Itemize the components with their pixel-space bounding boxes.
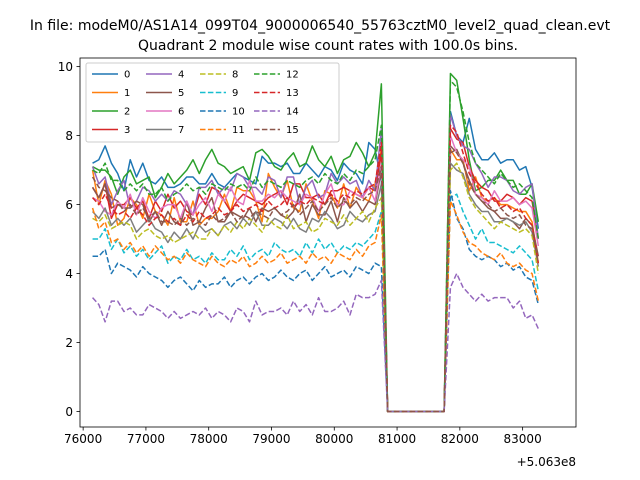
- series-line-6: [92, 134, 540, 413]
- legend-label-12: 12: [286, 70, 299, 81]
- series-line-15: [91, 145, 540, 413]
- x-tick-label: 81000: [378, 432, 416, 446]
- legend-label-6: 6: [178, 107, 184, 118]
- series-line-13: [92, 124, 540, 413]
- legend-label-11: 11: [232, 125, 245, 136]
- series-line-9: [92, 193, 540, 413]
- legend-label-9: 9: [232, 88, 238, 99]
- legend-label-8: 8: [232, 70, 238, 81]
- figure-suptitle: In file: modeM0/AS1A14_099T04_9000006540…: [30, 18, 611, 34]
- legend-label-10: 10: [232, 107, 245, 118]
- x-tick-label: 83000: [504, 432, 542, 446]
- legend-label-3: 3: [124, 125, 130, 136]
- y-tick-label: 6: [65, 198, 73, 212]
- x-tick-label: 78000: [190, 432, 228, 446]
- series-line-14: [92, 272, 540, 413]
- legend-label-5: 5: [178, 88, 184, 99]
- x-tick-label: 82000: [441, 432, 479, 446]
- axes-frame: [79, 57, 577, 428]
- series-line-3: [91, 127, 540, 413]
- legend-label-15: 15: [286, 125, 299, 136]
- x-offset-label: +5.063e8: [517, 455, 576, 469]
- plot-area: 76000 77000 78000 79000 80000 81000 82000 83000…: [58, 57, 577, 446]
- series-line-11: [91, 200, 540, 413]
- legend-label-14: 14: [286, 107, 299, 118]
- x-tick-label: 80000: [315, 432, 353, 446]
- series-lines: [91, 72, 540, 413]
- x-tick-label: 79000: [252, 432, 290, 446]
- y-tick-label: 2: [65, 336, 73, 350]
- legend-label-0: 0: [124, 70, 130, 81]
- legend-label-4: 4: [178, 70, 184, 81]
- y-tick-label: 10: [58, 60, 73, 74]
- legend-label-13: 13: [286, 88, 299, 99]
- x-tick-label: 77000: [127, 432, 165, 446]
- series-line-4: [91, 114, 540, 413]
- series-line-2: [92, 72, 540, 413]
- series-line-0: [92, 110, 540, 413]
- chart-title: Quadrant 2 module wise count rates with …: [138, 38, 518, 54]
- series-line-12: [92, 79, 540, 413]
- series-line-8: [92, 162, 540, 413]
- legend-label-2: 2: [124, 107, 130, 118]
- series-line-10: [92, 190, 540, 413]
- y-tick-label: 4: [65, 267, 73, 281]
- y-tick-label: 0: [65, 405, 73, 419]
- legend-label-1: 1: [124, 88, 130, 99]
- legend-box: [85, 62, 340, 143]
- legend-label-7: 7: [178, 125, 184, 136]
- y-tick-label: 8: [65, 129, 73, 143]
- x-tick-label: 76000: [64, 432, 102, 446]
- series-line-7: [92, 162, 540, 413]
